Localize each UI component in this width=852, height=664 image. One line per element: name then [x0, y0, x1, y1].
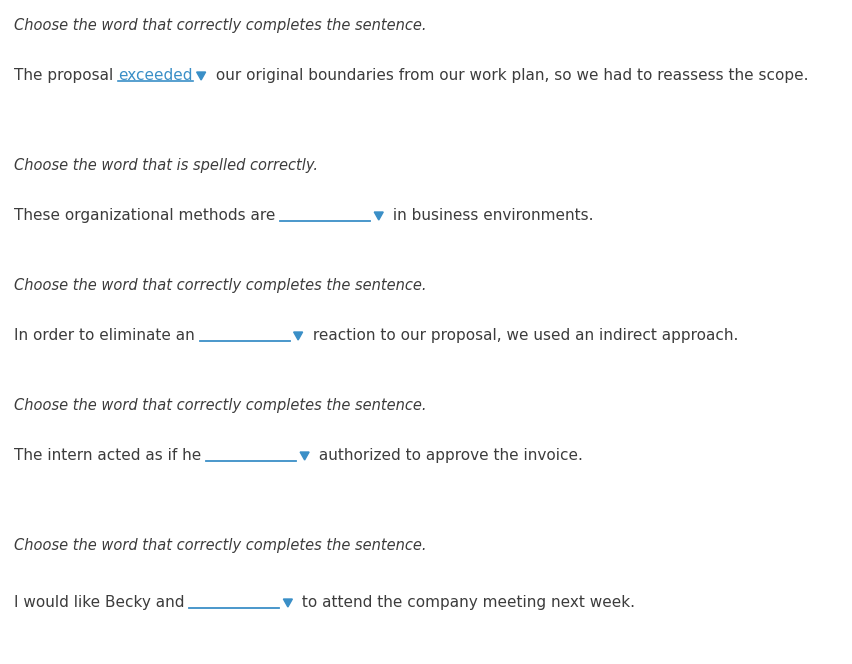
- Text: Choose the word that correctly completes the sentence.: Choose the word that correctly completes…: [14, 538, 427, 553]
- Text: our original boundaries from our work plan, so we had to reassess the scope.: our original boundaries from our work pl…: [210, 68, 809, 83]
- Polygon shape: [294, 332, 302, 340]
- Polygon shape: [300, 452, 309, 460]
- Text: These organizational methods are: These organizational methods are: [14, 208, 280, 223]
- Text: In order to eliminate an: In order to eliminate an: [14, 328, 199, 343]
- Text: Choose the word that correctly completes the sentence.: Choose the word that correctly completes…: [14, 18, 427, 33]
- Polygon shape: [197, 72, 205, 80]
- Text: reaction to our proposal, we used an indirect approach.: reaction to our proposal, we used an ind…: [308, 328, 738, 343]
- Text: The intern acted as if he: The intern acted as if he: [14, 448, 206, 463]
- Text: to attend the company meeting next week.: to attend the company meeting next week.: [297, 595, 636, 610]
- Text: Choose the word that correctly completes the sentence.: Choose the word that correctly completes…: [14, 278, 427, 293]
- Text: authorized to approve the invoice.: authorized to approve the invoice.: [314, 448, 583, 463]
- Text: Choose the word that correctly completes the sentence.: Choose the word that correctly completes…: [14, 398, 427, 413]
- Polygon shape: [284, 599, 292, 607]
- Polygon shape: [374, 212, 383, 220]
- Text: The proposal: The proposal: [14, 68, 118, 83]
- Text: Choose the word that is spelled correctly.: Choose the word that is spelled correctl…: [14, 158, 318, 173]
- Text: I would like Becky and: I would like Becky and: [14, 595, 189, 610]
- Text: exceeded: exceeded: [118, 68, 193, 83]
- Text: in business environments.: in business environments.: [389, 208, 594, 223]
